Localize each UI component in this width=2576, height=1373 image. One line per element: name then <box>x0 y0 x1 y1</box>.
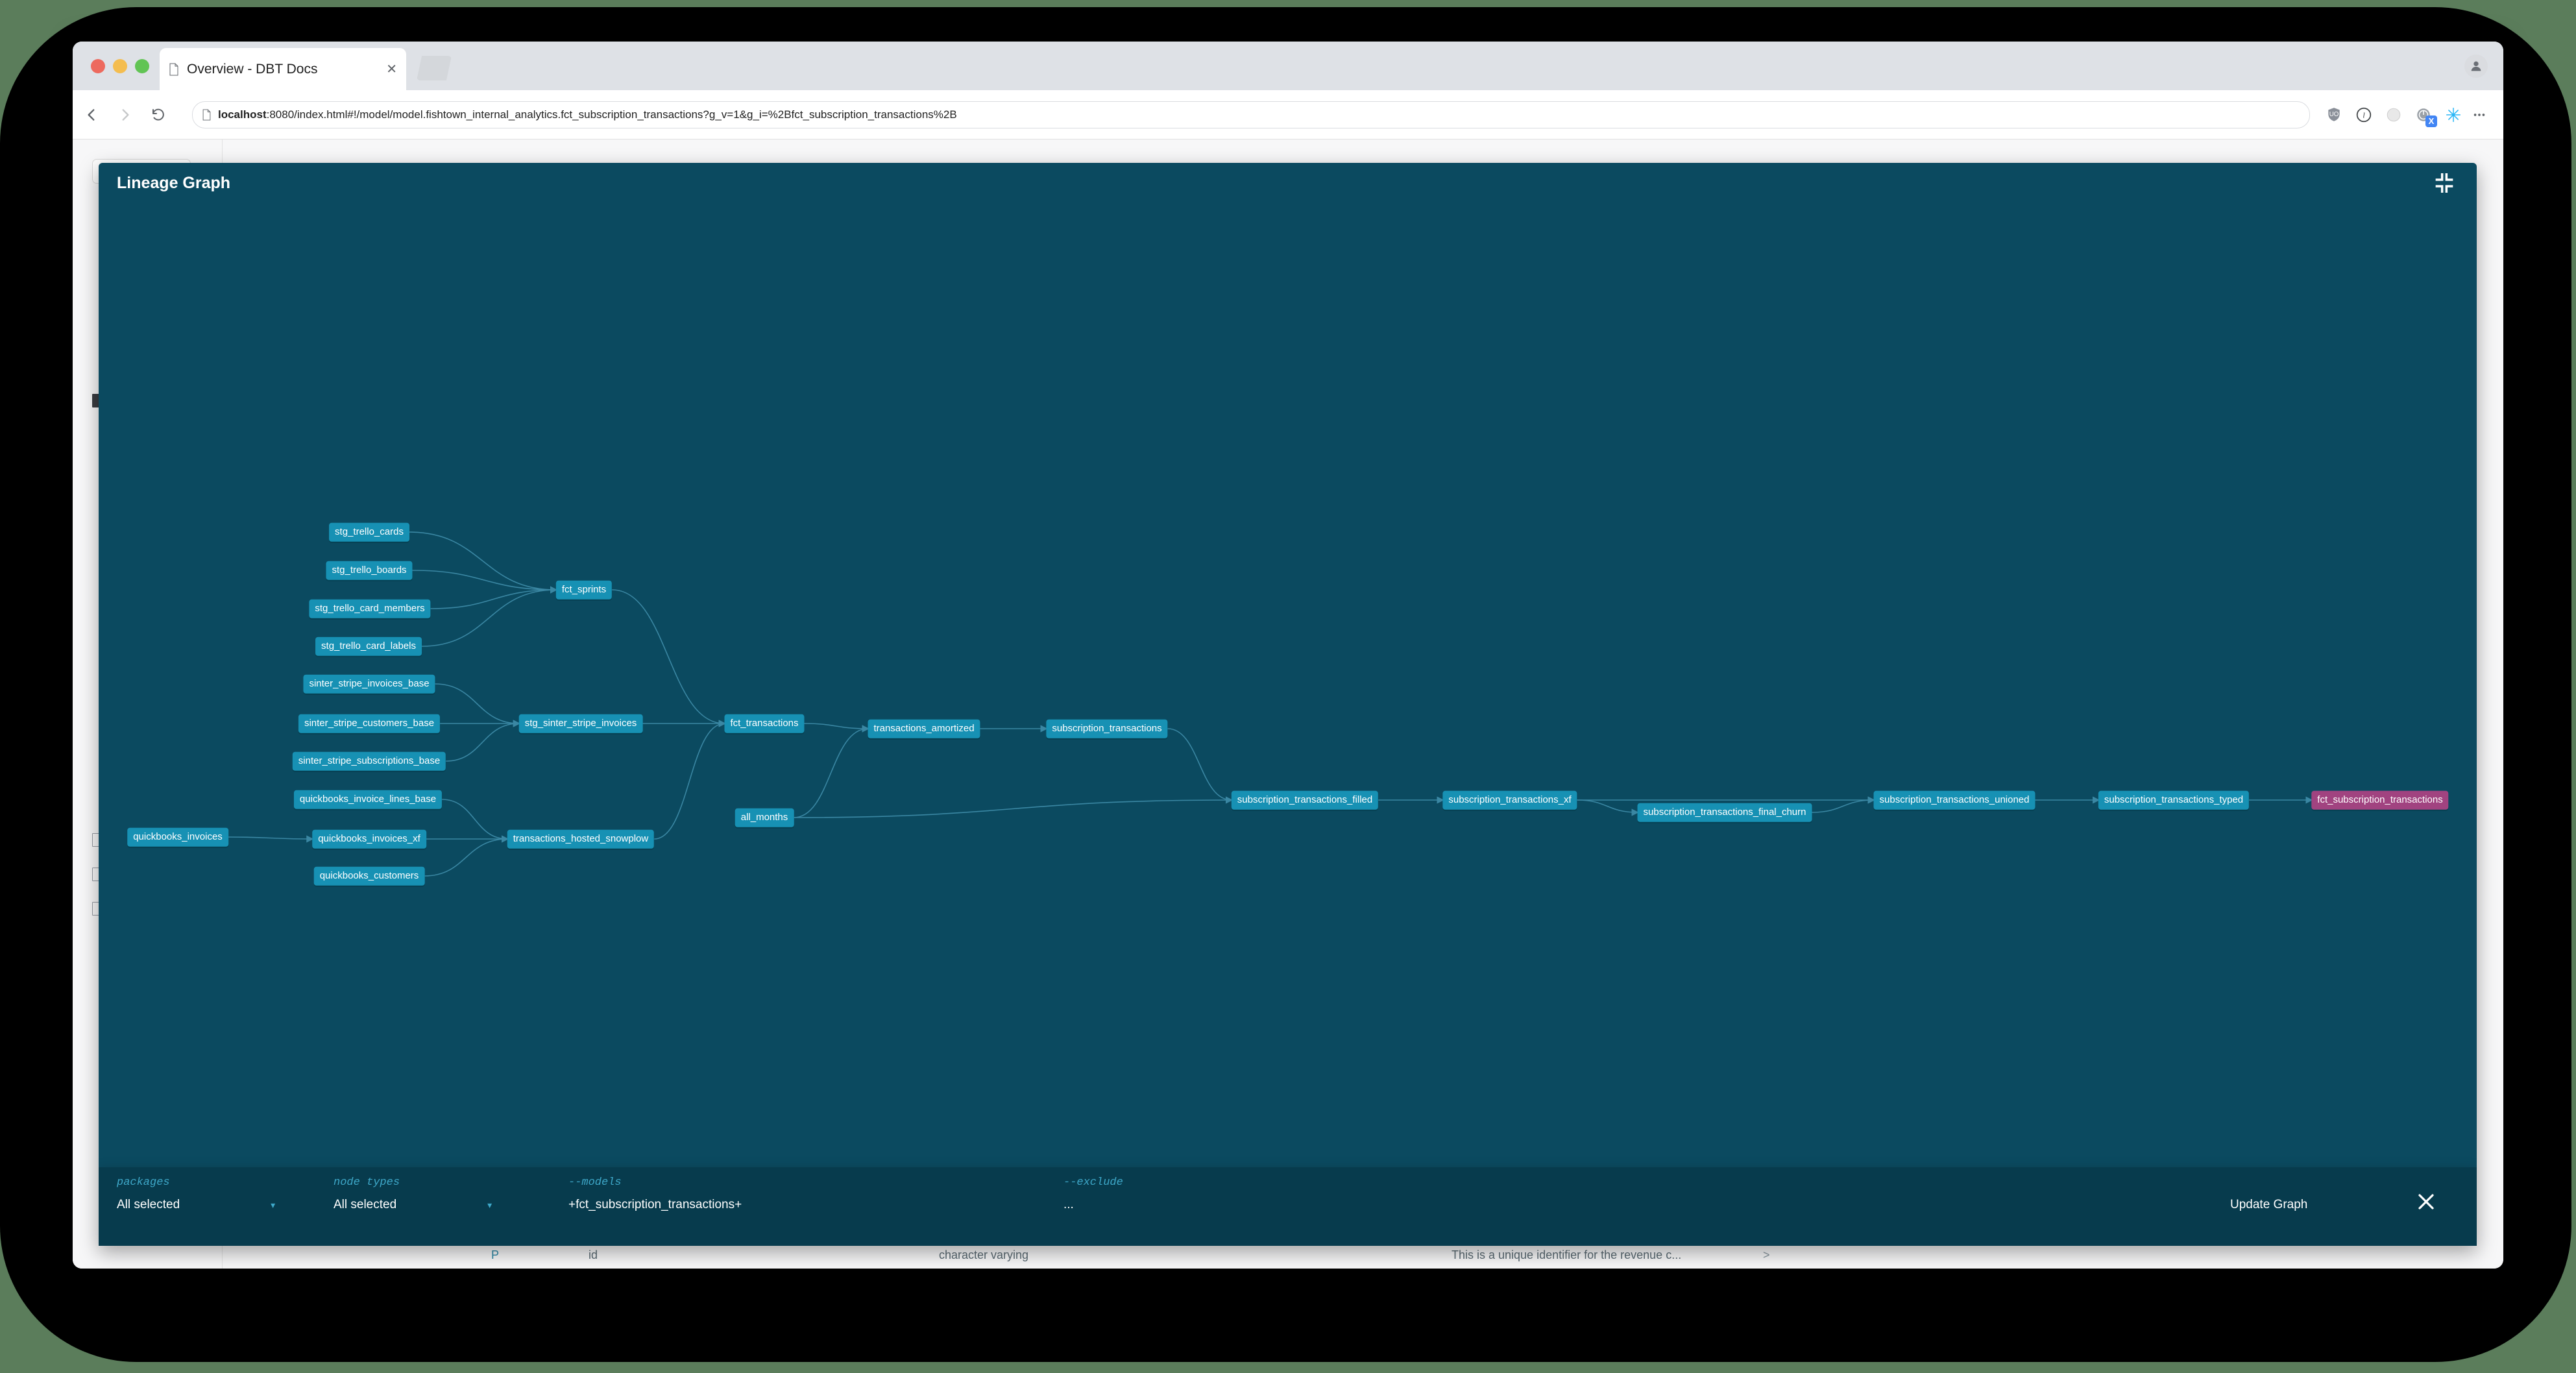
svg-text:l: l <box>2363 110 2365 119</box>
svg-text:UO: UO <box>2329 111 2339 118</box>
